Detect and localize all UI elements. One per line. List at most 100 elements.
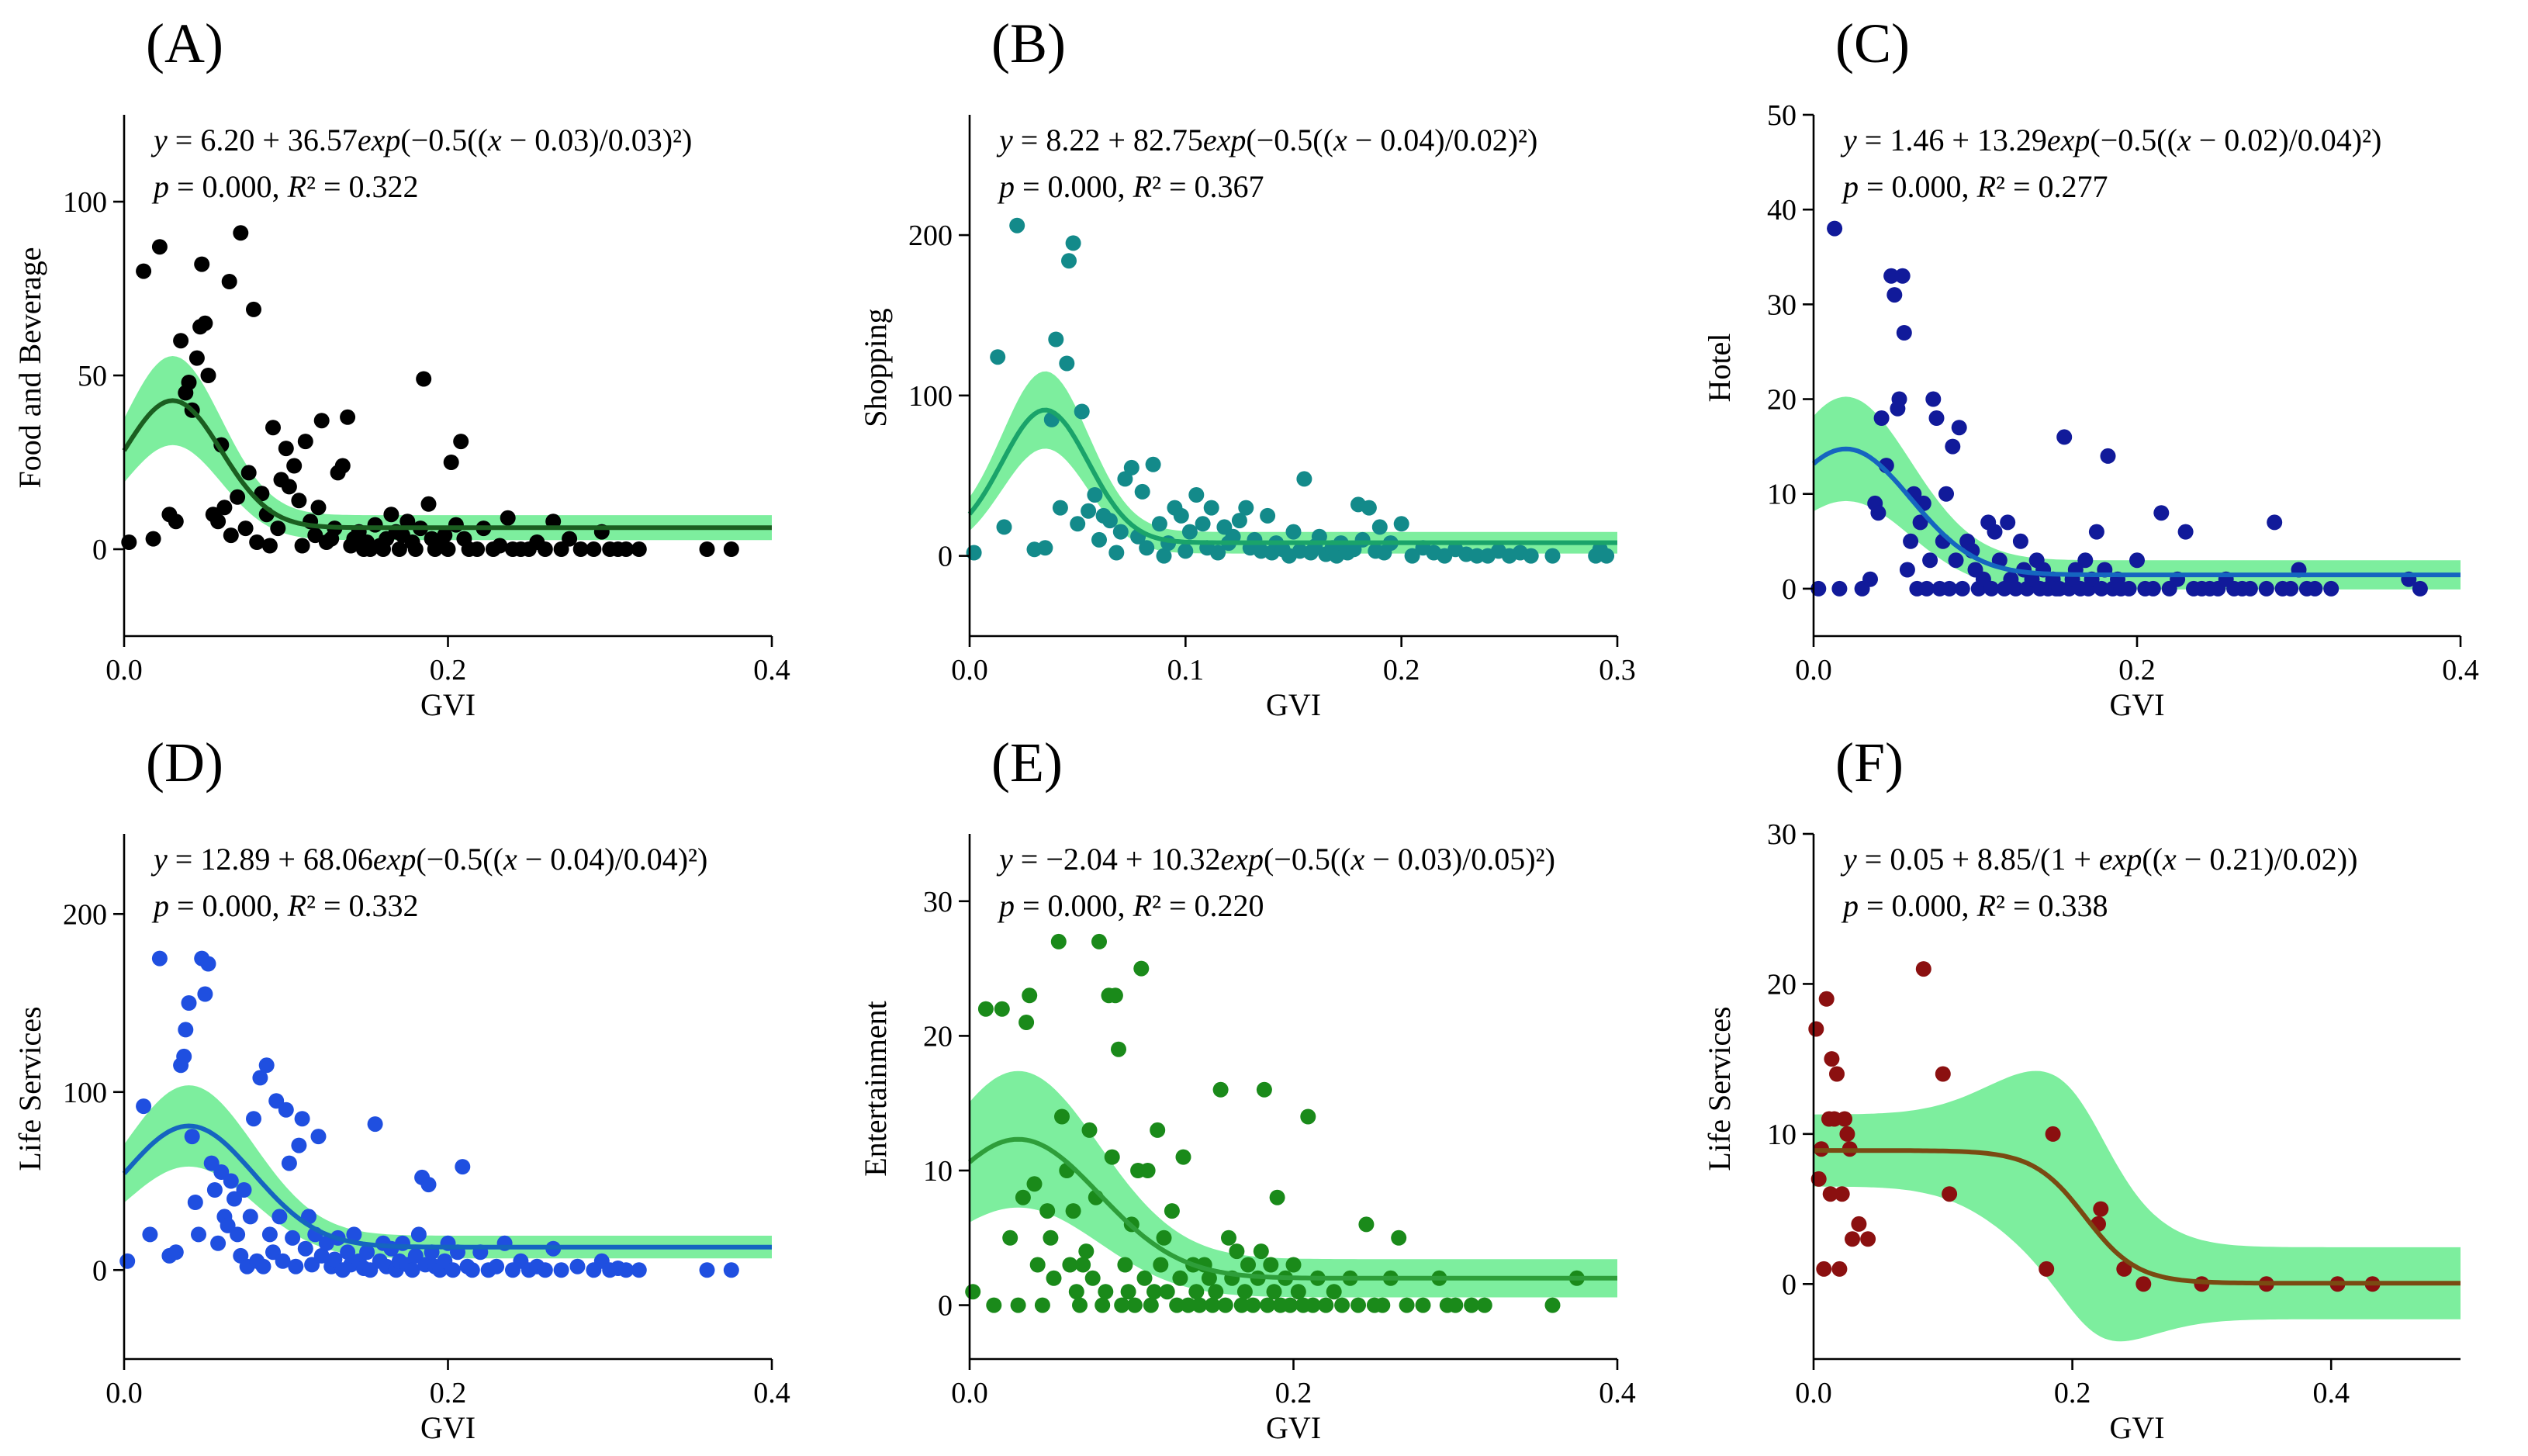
data-point	[1229, 1243, 1245, 1260]
data-point	[464, 1262, 480, 1278]
data-point	[1191, 1297, 1208, 1313]
data-point	[1987, 524, 2003, 540]
data-point	[1300, 1108, 1316, 1125]
y-axis-title: Life Services	[1702, 1006, 1737, 1171]
data-point	[1062, 1257, 1078, 1273]
data-point	[977, 1001, 994, 1017]
data-point	[1447, 1297, 1464, 1313]
x-tick-label: 0.4	[1599, 1377, 1636, 1409]
fit-equation: y = 6.20 + 36.57exp(−0.5((x − 0.03)/0.03…	[150, 123, 692, 157]
data-point	[151, 950, 168, 967]
data-point	[1173, 507, 1189, 524]
data-point	[699, 541, 715, 557]
panel-label: (D)	[146, 731, 223, 794]
data-point	[197, 315, 213, 331]
data-point	[990, 349, 1006, 365]
data-point	[288, 1258, 304, 1274]
data-point	[537, 1262, 553, 1278]
data-point	[1195, 516, 1211, 532]
data-point	[1326, 1284, 1342, 1300]
panel-e: 0.0 0.2 0.4 0 10 20 30 GVI Entertainment (E) y = −…	[858, 731, 1636, 1445]
data-point	[1834, 1186, 1850, 1202]
data-point	[1240, 1257, 1256, 1273]
data-point	[1938, 486, 1954, 502]
data-point	[1107, 987, 1123, 1004]
data-point	[2116, 1261, 2132, 1277]
data-point	[2077, 552, 2094, 569]
data-point	[440, 541, 456, 557]
y-tick-label: 30	[923, 886, 953, 918]
data-point	[996, 519, 1012, 535]
data-point	[142, 1226, 158, 1243]
fit-line	[1814, 1148, 2461, 1286]
data-point	[631, 1262, 647, 1278]
data-point	[1371, 519, 1388, 535]
x-tick-label: 0.1	[1167, 654, 1205, 686]
data-point	[1037, 540, 1053, 556]
data-point	[1318, 1297, 1334, 1313]
data-point	[2045, 1126, 2061, 1142]
data-point	[294, 538, 310, 554]
data-point	[572, 541, 589, 557]
data-point	[2153, 505, 2170, 521]
data-point	[1358, 1216, 1375, 1233]
y-tick-label: 0	[938, 1290, 953, 1323]
data-point	[1831, 1261, 1848, 1277]
data-point	[444, 1262, 461, 1278]
x-axis-title: GVI	[1266, 1410, 1321, 1445]
data-point	[340, 409, 356, 425]
data-point	[1238, 500, 1254, 516]
data-point	[586, 541, 602, 557]
data-point	[391, 541, 407, 557]
data-point	[1188, 1284, 1205, 1300]
data-point	[1894, 268, 1911, 284]
data-point	[699, 1262, 715, 1278]
data-point	[966, 545, 982, 561]
data-point	[1305, 1297, 1321, 1313]
data-point	[1393, 516, 1409, 532]
data-point	[1954, 580, 1970, 597]
x-tick-label: 0.0	[951, 1377, 988, 1409]
data-point	[223, 1173, 239, 1189]
data-point	[965, 1284, 981, 1300]
data-point	[1091, 531, 1107, 548]
y-tick-label: 30	[1767, 818, 1797, 851]
data-point	[145, 531, 161, 547]
data-point	[271, 1209, 288, 1225]
data-point	[313, 1247, 330, 1264]
data-point	[2145, 580, 2161, 597]
data-point	[1065, 1203, 1081, 1219]
panel-f: 0.0 0.2 0.4 0 10 20 30 GVI Life Services (F) y = 0…	[1702, 731, 2461, 1445]
confidence-band	[124, 356, 772, 541]
data-point	[286, 458, 303, 474]
data-point	[1075, 1257, 1091, 1273]
x-axis-title: GVI	[2109, 687, 2164, 722]
data-point	[986, 1297, 1002, 1313]
data-point	[187, 1195, 203, 1210]
data-point	[1117, 1257, 1133, 1273]
data-point	[2412, 580, 2428, 597]
data-point	[1824, 1051, 1840, 1067]
data-point	[1285, 524, 1302, 540]
fit-equation: y = −2.04 + 10.32exp(−0.5((x − 0.03)/0.0…	[996, 842, 1555, 877]
data-point	[1391, 1229, 1407, 1246]
data-point	[994, 1001, 1010, 1017]
data-point	[1136, 1270, 1153, 1286]
data-point	[168, 514, 184, 530]
data-point	[119, 1253, 136, 1269]
data-point	[1260, 507, 1276, 524]
data-point	[1945, 438, 1961, 455]
data-point	[404, 1262, 420, 1278]
data-point	[1837, 1111, 1852, 1127]
y-tick-label: 50	[1767, 99, 1797, 132]
data-point	[1334, 1297, 1350, 1313]
data-point	[407, 541, 424, 557]
data-point	[1065, 235, 1081, 251]
data-point	[151, 239, 168, 255]
data-point	[569, 1258, 586, 1274]
data-point	[1253, 1243, 1269, 1260]
data-point	[1074, 403, 1090, 420]
data-point	[1256, 1081, 1272, 1098]
data-point	[240, 465, 257, 481]
